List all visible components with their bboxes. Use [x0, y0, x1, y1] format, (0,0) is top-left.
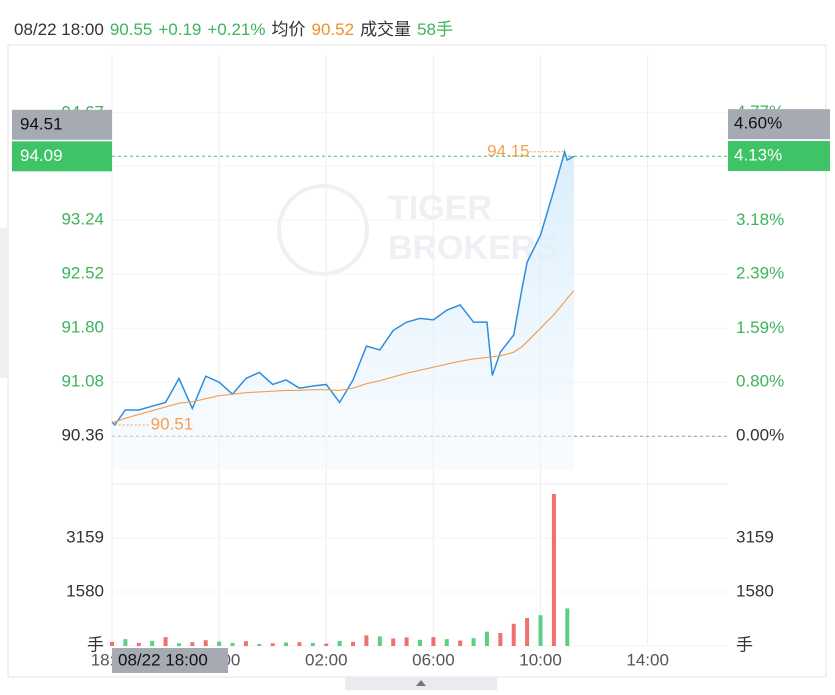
scroll-arrow[interactable] [416, 680, 426, 686]
volume-tick-label-right: 1580 [736, 581, 774, 600]
volume-bar [471, 638, 476, 646]
y-tick-label: 92.52 [61, 264, 104, 283]
volume-tick-label-right: 手 [736, 635, 753, 654]
x-tick-label: 10:00 [519, 650, 562, 669]
volume-bar [163, 637, 168, 646]
volume-bar [377, 636, 382, 646]
volume-bar [511, 623, 516, 646]
y-tick-label: 91.08 [61, 372, 104, 391]
x-tick-label: 02:00 [305, 650, 348, 669]
y2-tick-label: 2.39% [736, 264, 784, 283]
crosshair-time: 08/22 18:00 [118, 650, 208, 669]
volume-bar [136, 642, 141, 646]
volume-bar [217, 641, 222, 646]
volume-bar [538, 615, 543, 646]
volume-bar [203, 640, 208, 646]
x-tick-label: 14:00 [626, 650, 669, 669]
volume-bar [458, 640, 463, 646]
avg-line [112, 290, 575, 423]
current-pct: 4.13% [734, 146, 782, 165]
crosshair-time-box [112, 648, 228, 673]
y-tick-label: 90.36 [61, 426, 104, 445]
volume-bar [404, 637, 409, 646]
volume-tick-label: 3159 [66, 527, 104, 546]
volume-bar [270, 643, 275, 646]
volume-bar [364, 635, 369, 646]
crosshair-pct: 4.60% [734, 114, 782, 133]
change: +0.19 [158, 20, 202, 39]
volume-bar [565, 608, 570, 646]
current-value: 94.09 [20, 146, 63, 165]
y2-tick-label: 1.59% [736, 318, 784, 337]
volume: 58手 [417, 20, 453, 39]
high-label: 94.15 [487, 141, 530, 160]
crosshair-value: 94.51 [20, 114, 63, 133]
volume-bar [337, 640, 342, 646]
volume-bar [297, 642, 302, 646]
volume-bar [498, 633, 503, 646]
watermark: TIGER [388, 189, 492, 227]
volume-bar [431, 637, 436, 646]
crosshair-box [12, 109, 112, 140]
volume-bar [484, 631, 489, 646]
avg-label: 均价 [271, 20, 306, 39]
change-pct: +0.21% [207, 20, 266, 39]
current-pct-box [728, 141, 830, 172]
y-tick-label: 93.24 [61, 210, 104, 229]
volume-bar [351, 641, 356, 646]
volume-tick-label-right: 3159 [736, 527, 774, 546]
price: 90.55 [109, 20, 153, 39]
current-box [12, 141, 112, 172]
volume-label: 成交量 [360, 20, 412, 39]
volume-bar [190, 642, 195, 646]
volume-bar [391, 638, 396, 646]
volume-tick-label: 手 [87, 635, 104, 654]
header: 08/22 18:00 90.55 +0.19 +0.21% 均价 90.52 成交量 58手 [14, 15, 459, 40]
x-tick-label: 06:00 [412, 650, 455, 669]
volume-bar [150, 640, 155, 646]
volume-bar [444, 639, 449, 646]
y-tick-label: 91.80 [61, 318, 104, 337]
time: 08/22 18:00 [14, 20, 104, 39]
y2-tick-label: 0.00% [736, 426, 784, 445]
volume-tick-label: 1580 [66, 581, 104, 600]
y2-tick-label: 3.18% [736, 210, 784, 229]
volume-bar [230, 642, 235, 646]
volume-bar [551, 493, 556, 646]
volume-bar [324, 643, 329, 646]
volume-bar [418, 639, 422, 646]
price-line [111, 149, 575, 427]
volume-bar [310, 642, 315, 646]
y2-tick-label: 0.80% [736, 371, 784, 390]
volume-bar [257, 643, 262, 646]
watermark-logo [277, 184, 369, 276]
avg: 90.52 [311, 20, 355, 39]
volume-bar [284, 642, 289, 646]
volume-bar [123, 639, 128, 646]
side-handle [0, 228, 8, 378]
low-label: 90.51 [151, 414, 194, 433]
volume-bar [110, 641, 114, 646]
volume-bar [243, 641, 248, 646]
crosshair-pct-box [728, 109, 830, 140]
volume-bar [176, 643, 181, 646]
volume-bar [525, 617, 530, 646]
